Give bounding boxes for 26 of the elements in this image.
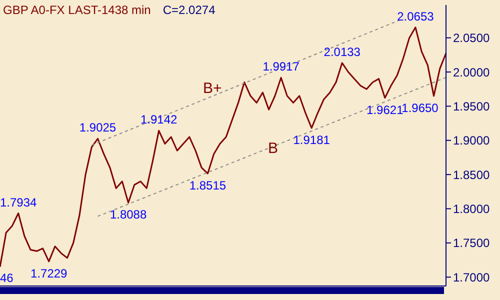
y-tick-label: 1.9500 (453, 99, 490, 114)
data-label: 2.0653 (397, 9, 434, 24)
data-label: 1.9142 (140, 112, 178, 127)
annotation: B+ (203, 80, 222, 97)
data-label: 2.0133 (324, 44, 361, 59)
chart-title: GBP A0-FX LAST-1438 min (3, 3, 151, 17)
data-label: 1.9917 (262, 60, 300, 74)
data-label: 1.9025 (79, 120, 116, 135)
y-tick-label: 1.7500 (453, 236, 490, 250)
y-tick-label: 1.8000 (453, 202, 490, 216)
y-tick-label: 2.0000 (453, 65, 490, 80)
data-label: 1.9181 (293, 132, 330, 147)
data-label: 1.9621 (366, 102, 404, 117)
annotation: 46 (0, 271, 14, 285)
line-series (0, 26, 447, 268)
y-tick-label: 1.9000 (453, 134, 490, 148)
data-label: 1.8515 (189, 178, 226, 193)
data-label: 1.9650 (402, 100, 439, 115)
y-tick-label: 1.8500 (453, 168, 490, 182)
chart-subtitle: C=2.0274 (162, 3, 216, 17)
annotation: B (268, 140, 278, 157)
y-tick-label: 2.0500 (453, 31, 490, 46)
y-tick-label: 1.7000 (453, 270, 490, 284)
data-label: 1.7229 (30, 266, 68, 280)
data-label: 1.8088 (110, 208, 147, 222)
data-label: 1.7934 (0, 195, 38, 210)
